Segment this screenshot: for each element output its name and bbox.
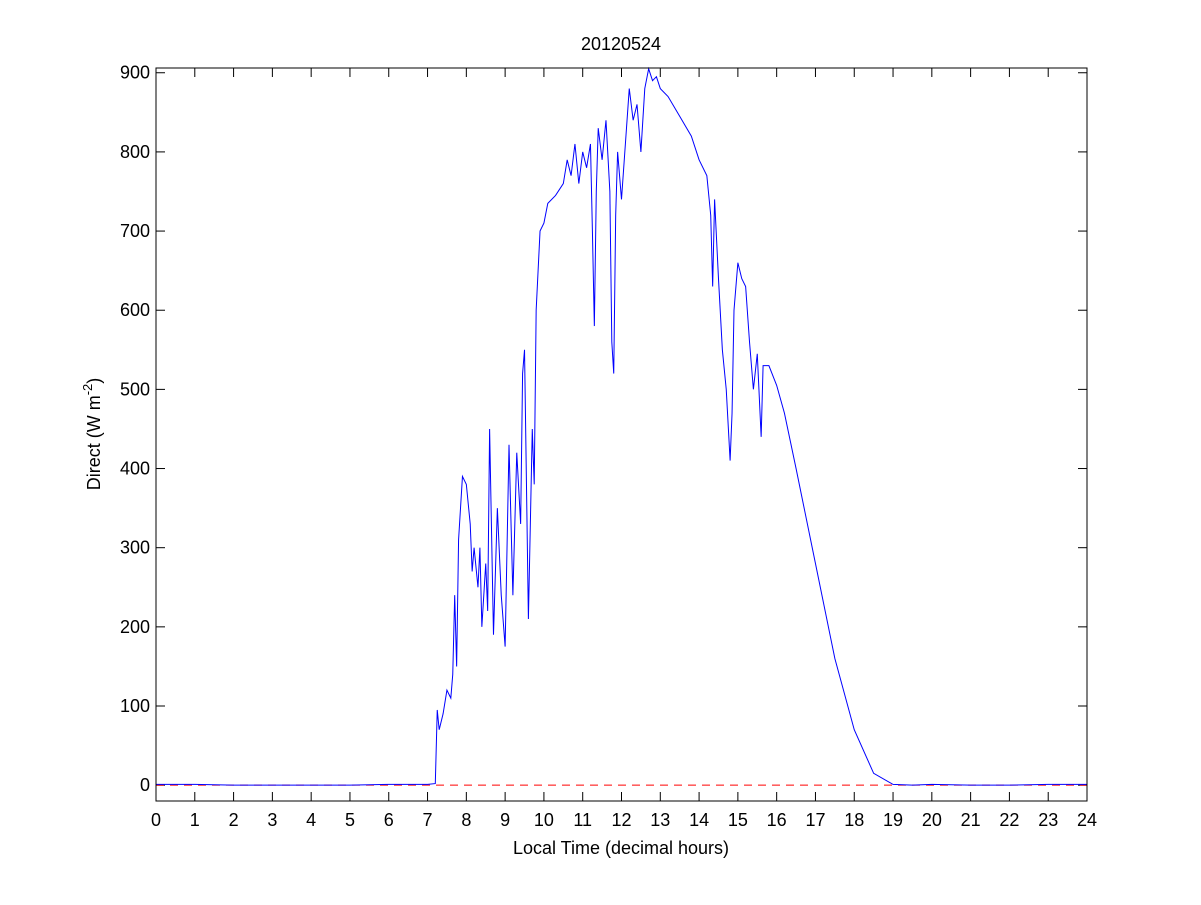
x-tick-label: 18 [844,810,864,830]
x-tick-label: 3 [267,810,277,830]
x-axis-label: Local Time (decimal hours) [513,838,729,858]
y-tick-label: 600 [120,300,150,320]
plot-frame [155,67,1088,802]
x-tick-label: 8 [461,810,471,830]
x-tick-label: 20 [922,810,942,830]
x-tick-label: 0 [151,810,161,830]
data-line [156,66,1087,786]
y-tick-label: 700 [120,221,150,241]
x-tick-label: 12 [611,810,631,830]
x-tick-label: 13 [650,810,670,830]
y-label-text: Direct (W m [84,395,104,490]
chart-title: 20120524 [581,34,661,54]
x-tick-label: 15 [728,810,748,830]
y-tick-label: 900 [120,63,150,83]
y-tick-label: 500 [120,379,150,399]
x-tick-label: 10 [534,810,554,830]
y-tick-label: 400 [120,459,150,479]
x-tick-label: 6 [384,810,394,830]
x-tick-label: 19 [883,810,903,830]
y-tick-label: 200 [120,617,150,637]
y-axis-label: Direct (W m-2) [80,378,104,491]
x-tick-label: 7 [423,810,433,830]
y-tick-label: 800 [120,142,150,162]
y-label-superscript: -2 [80,384,95,396]
x-tick-label: 14 [689,810,709,830]
x-tick-label: 24 [1077,810,1097,830]
x-tick-label: 23 [1038,810,1058,830]
x-tick-label: 9 [500,810,510,830]
x-tick-label: 11 [573,810,592,830]
x-tick-label: 17 [805,810,825,830]
x-tick-label: 22 [999,810,1019,830]
y-tick-label: 100 [120,696,150,716]
y-tick-label: 0 [140,775,150,795]
y-label-close: ) [84,378,104,384]
x-tick-label: 5 [345,810,355,830]
x-tick-label: 16 [767,810,787,830]
x-tick-label: 2 [229,810,239,830]
y-tick-label: 300 [120,538,150,558]
x-tick-label: 21 [961,810,981,830]
x-tick-label: 1 [190,810,200,830]
x-tick-label: 4 [306,810,316,830]
